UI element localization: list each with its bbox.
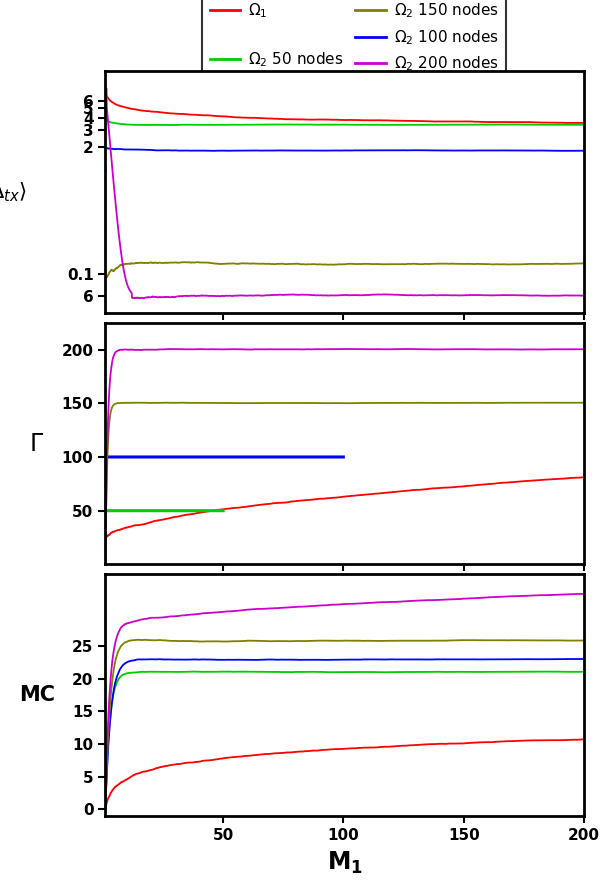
- Y-axis label: $\Gamma$: $\Gamma$: [29, 431, 44, 455]
- Y-axis label: $\langle\Delta_{tx}\rangle$: $\langle\Delta_{tx}\rangle$: [0, 180, 27, 204]
- X-axis label: $\mathbf{M_1}$: $\mathbf{M_1}$: [327, 849, 362, 876]
- Legend: $\Omega_1$, , $\Omega_2$ 50 nodes, $\Omega_2$ 150 nodes, $\Omega_2$ 100 nodes, $: $\Omega_1$, , $\Omega_2$ 50 nodes, $\Ome…: [202, 0, 506, 81]
- Y-axis label: MC: MC: [19, 685, 55, 705]
